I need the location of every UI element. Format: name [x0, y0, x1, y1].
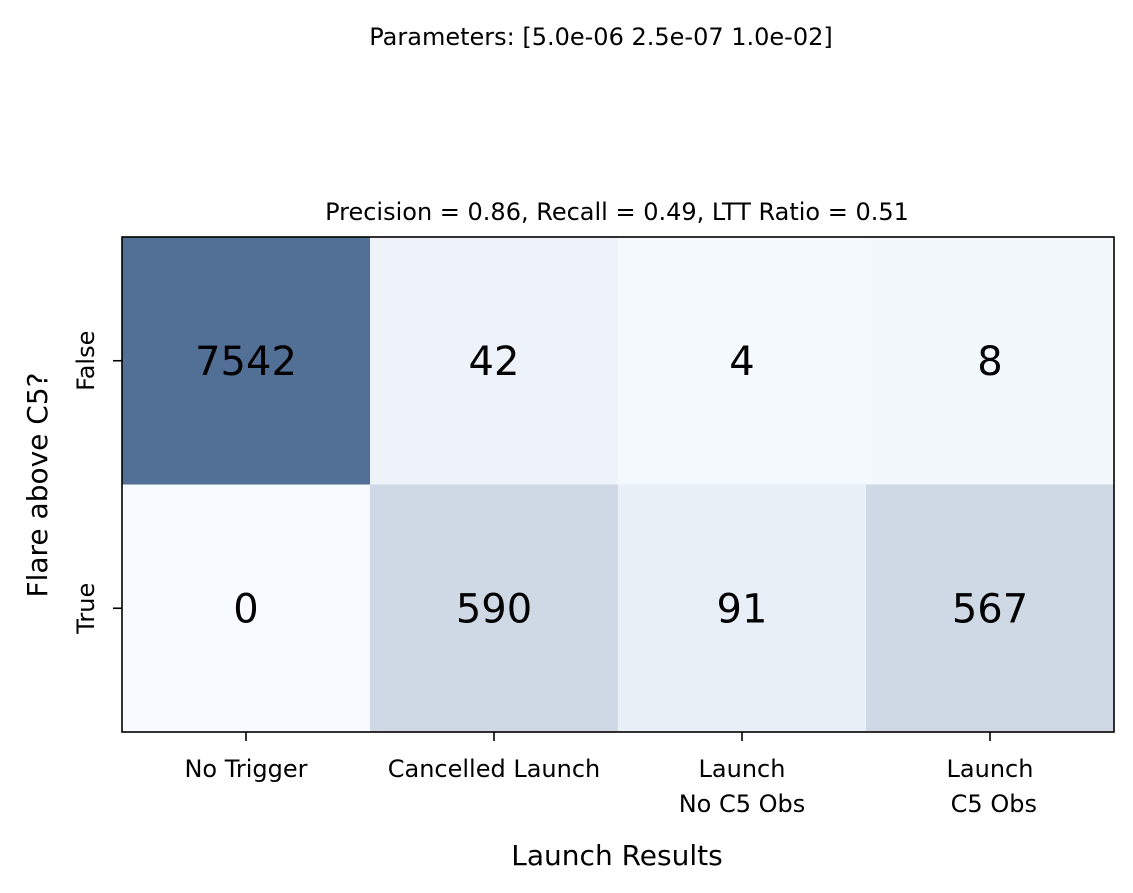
heatmap-cell	[618, 484, 867, 733]
cell-value-label: 42	[469, 339, 520, 385]
heatmap-cell	[866, 237, 1115, 485]
heatmap-cell	[370, 237, 619, 485]
y-axis-label: Flare above C5?	[21, 372, 54, 597]
cell-value-label: 4	[729, 339, 754, 385]
y-tick-label: True	[72, 583, 100, 635]
cell-value-label: 590	[456, 586, 532, 632]
cell-value-label: 0	[233, 586, 258, 632]
heatmap-cells	[122, 237, 1115, 733]
x-tick-label: Launch C5 Obs	[943, 755, 1037, 818]
heatmap-cell	[866, 484, 1115, 733]
x-tick-label: Launch No C5 Obs	[679, 755, 806, 818]
cell-value-label: 8	[977, 339, 1002, 385]
cell-value-label: 567	[952, 586, 1028, 632]
cell-value-label: 7542	[195, 339, 297, 385]
y-axis-ticks: False True	[72, 331, 122, 635]
x-tick-label: Cancelled Launch	[388, 755, 601, 783]
heatmap-cell	[618, 237, 867, 485]
x-axis-label: Launch Results	[511, 839, 722, 872]
cell-value-label: 91	[717, 586, 768, 632]
heatmap-cell	[370, 484, 619, 733]
cell-value-labels: 7542 42 4 8 0 590 91 567	[195, 339, 1028, 633]
y-tick-label: False	[72, 331, 100, 391]
heatmap-cell	[122, 484, 371, 733]
heatmap-cell	[122, 237, 371, 485]
chart-suptitle: Parameters: [5.0e-06 2.5e-07 1.0e-02]	[369, 23, 832, 51]
x-tick-label: No Trigger	[184, 755, 307, 783]
x-axis-ticks: No Trigger Cancelled Launch Launch No C5 Ob…	[184, 732, 1037, 818]
chart-title: Precision = 0.86, Recall = 0.49, LTT Rat…	[325, 198, 909, 226]
plot-frame	[121, 236, 1115, 733]
